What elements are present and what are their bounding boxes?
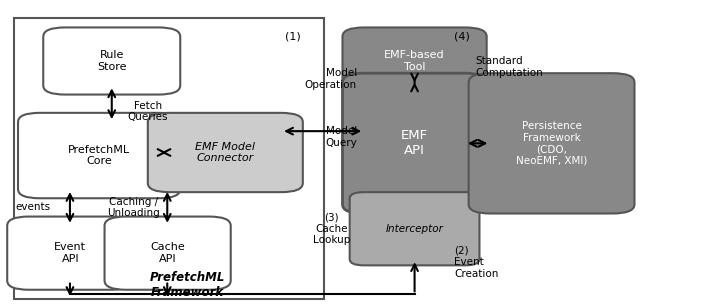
Text: (4): (4) <box>454 32 470 41</box>
Text: EMF Model
Connector: EMF Model Connector <box>195 142 255 163</box>
Text: PrefetchML
Core: PrefetchML Core <box>68 145 131 166</box>
FancyBboxPatch shape <box>105 217 231 290</box>
Text: Fetch
Queries: Fetch Queries <box>128 101 168 122</box>
Text: Persistence
Framework
(CDO,
NeoEMF, XMI): Persistence Framework (CDO, NeoEMF, XMI) <box>516 121 587 166</box>
FancyBboxPatch shape <box>43 27 180 95</box>
FancyBboxPatch shape <box>14 18 324 299</box>
FancyBboxPatch shape <box>342 27 487 95</box>
FancyBboxPatch shape <box>18 113 180 198</box>
Text: Cache
API: Cache API <box>150 242 185 264</box>
FancyBboxPatch shape <box>469 73 634 214</box>
Text: (1): (1) <box>285 32 301 41</box>
FancyBboxPatch shape <box>342 73 487 214</box>
Text: PrefetchML
Framework: PrefetchML Framework <box>150 271 225 299</box>
Text: Event
API: Event API <box>54 242 87 264</box>
FancyBboxPatch shape <box>148 113 303 192</box>
Text: Caching /
Unloading: Caching / Unloading <box>107 197 160 218</box>
Text: Interceptor: Interceptor <box>386 224 443 234</box>
Text: (2)
Event
Creation: (2) Event Creation <box>454 246 499 279</box>
Text: Rule
Store: Rule Store <box>97 50 126 72</box>
Text: EMF
API: EMF API <box>401 129 428 157</box>
FancyBboxPatch shape <box>7 217 133 290</box>
Text: events: events <box>15 203 50 212</box>
Text: EMF-based
Tool: EMF-based Tool <box>384 50 445 72</box>
Text: Standard
Computation: Standard Computation <box>476 56 544 78</box>
Text: Model
Query: Model Query <box>325 127 357 148</box>
Text: (3)
Cache
Lookup: (3) Cache Lookup <box>313 212 350 245</box>
Text: Model
Operation: Model Operation <box>305 69 357 90</box>
FancyBboxPatch shape <box>350 192 479 265</box>
